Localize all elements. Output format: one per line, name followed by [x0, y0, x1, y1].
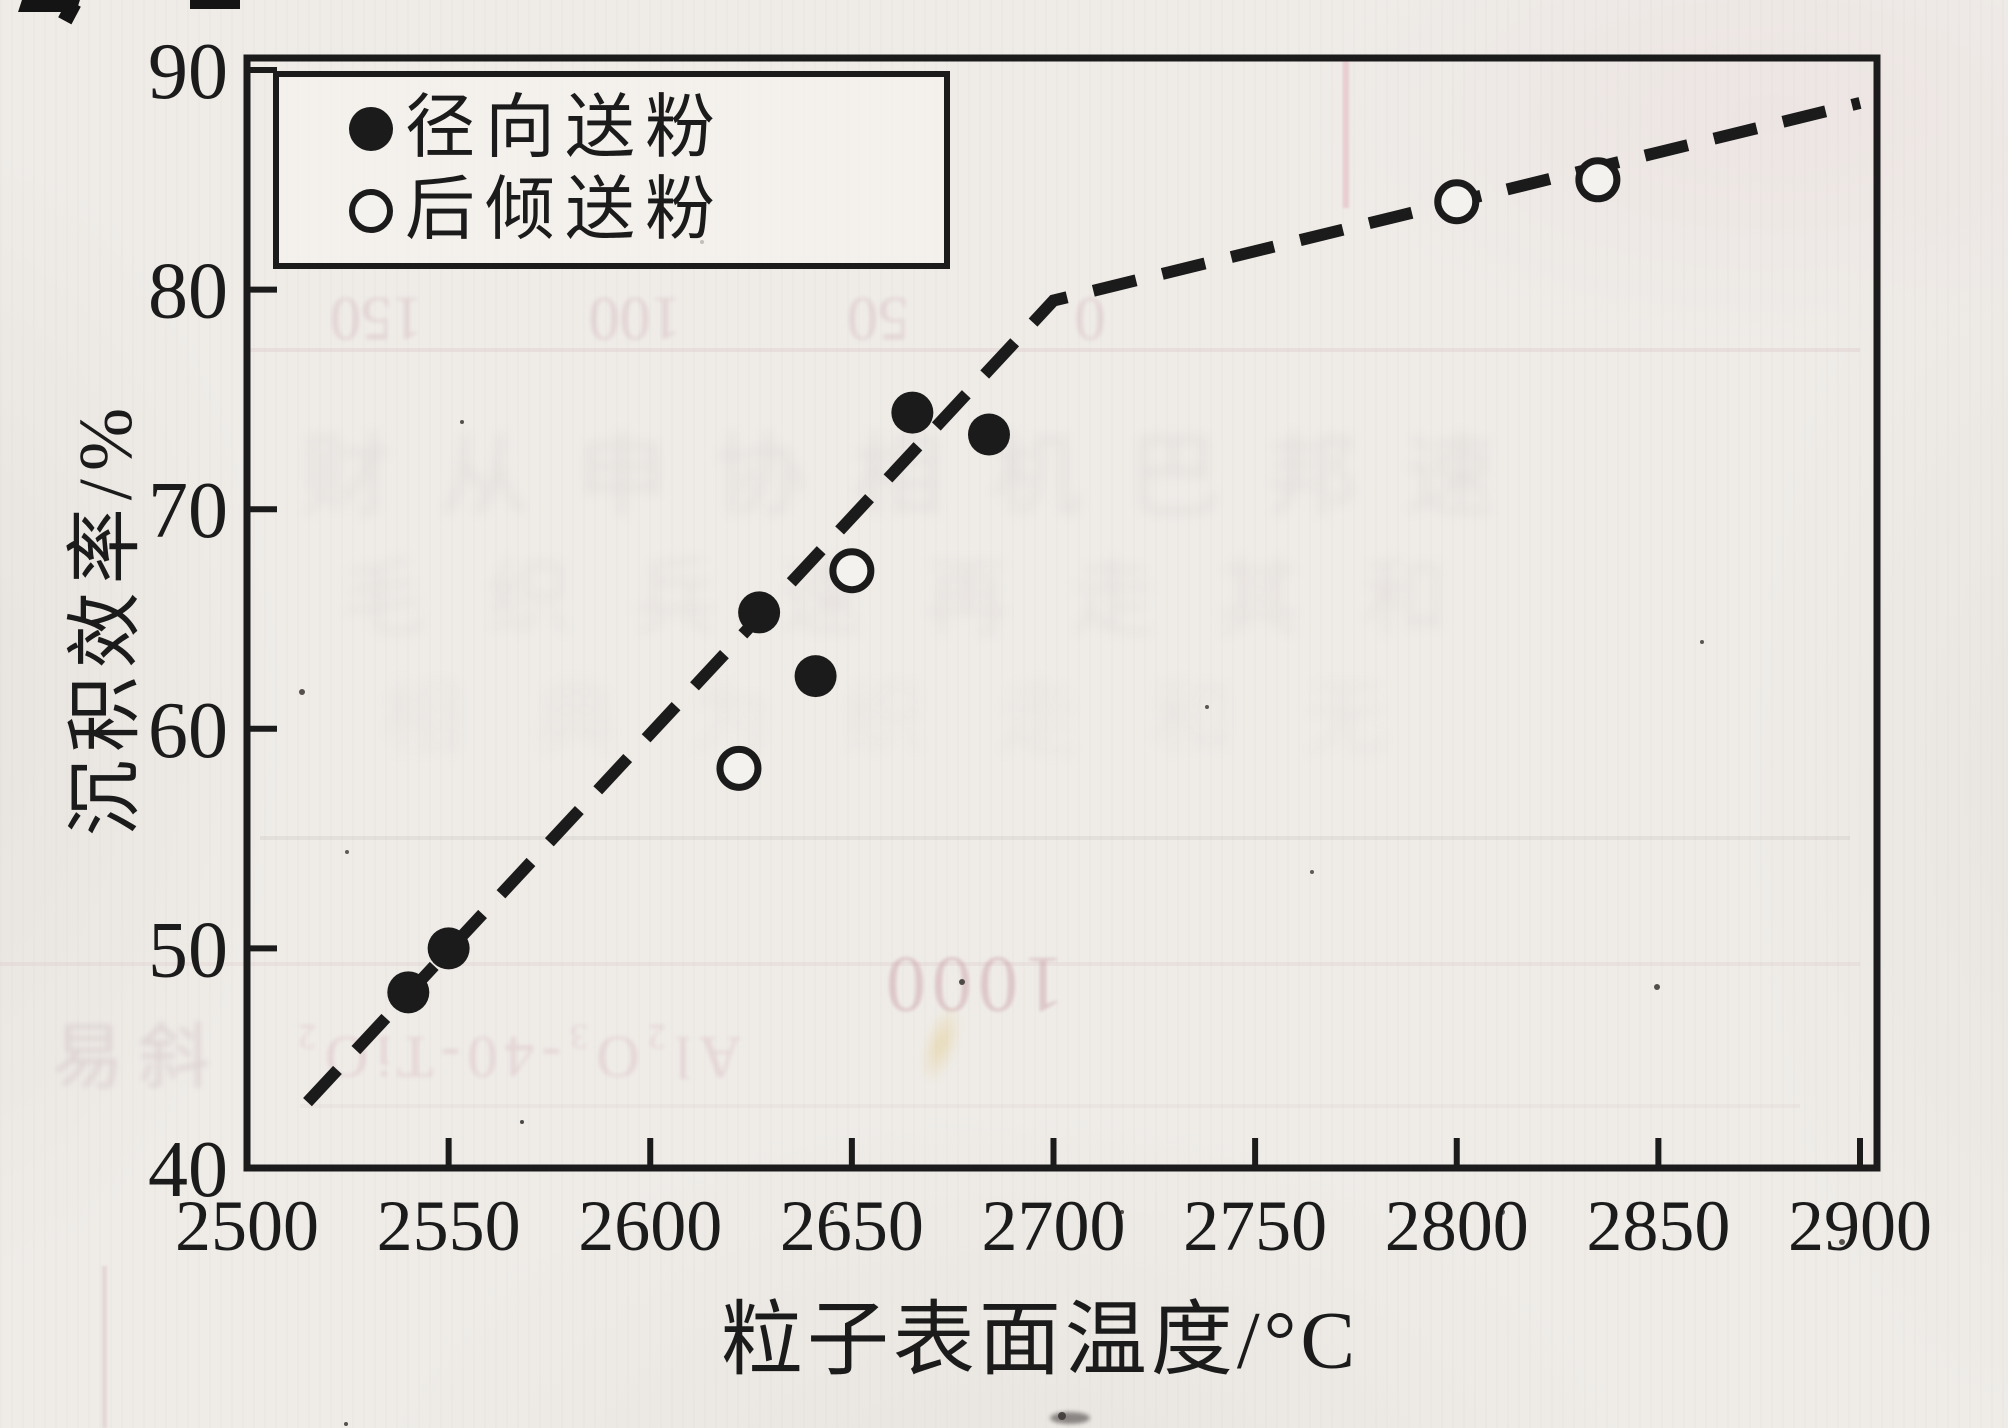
y-tick-label: 90: [148, 28, 228, 116]
x-tick-label: 2700: [982, 1186, 1126, 1266]
x-axis-title: 粒子表面温度/°C: [720, 1294, 1360, 1386]
plot-frame: [243, 54, 1881, 1172]
y-tick-label: 50: [148, 906, 228, 994]
data-point-filled: [794, 655, 837, 698]
y-tick-label: 70: [148, 467, 228, 555]
y-tick-label: 80: [148, 248, 228, 336]
legend: 径向送粉 后倾送粉: [273, 71, 950, 269]
data-point-open: [829, 548, 875, 594]
x-tick-label: 2850: [1586, 1186, 1730, 1266]
data-point-filled: [387, 971, 430, 1014]
x-tick-label: 2750: [1183, 1186, 1327, 1266]
y-axis-title: 沉积效率/%: [64, 399, 148, 837]
data-point-filled: [427, 927, 470, 970]
page-edge-ink-fragment: [1050, 1412, 1090, 1424]
legend-label-backward-feed: 后倾送粉: [405, 172, 725, 249]
x-tick-label: 2900: [1788, 1186, 1932, 1266]
x-tick-label: 2600: [578, 1186, 722, 1266]
x-tick-label: 2800: [1385, 1186, 1529, 1266]
y-tick-label: 60: [148, 687, 228, 775]
data-point-filled: [967, 413, 1010, 456]
scan-noise-specks: [520, 1120, 524, 1124]
data-point-open: [716, 745, 762, 791]
x-tick-label: 2500: [175, 1186, 319, 1266]
data-point-filled: [738, 591, 781, 634]
legend-entry-radial-feed: 径向送粉: [349, 91, 944, 167]
legend-entry-backward-feed: 后倾送粉: [349, 173, 944, 249]
filled-circle-marker-icon: [349, 107, 393, 151]
open-circle-marker-icon: [349, 189, 393, 233]
x-tick-label: 2550: [377, 1186, 521, 1266]
data-point-filled: [891, 391, 934, 434]
y-tick-label: 40: [148, 1126, 228, 1214]
legend-label-radial-feed: 径向送粉: [405, 90, 725, 167]
x-tick-label: 2650: [780, 1186, 924, 1266]
data-point-open: [1575, 157, 1621, 203]
data-point-open: [1434, 179, 1480, 225]
